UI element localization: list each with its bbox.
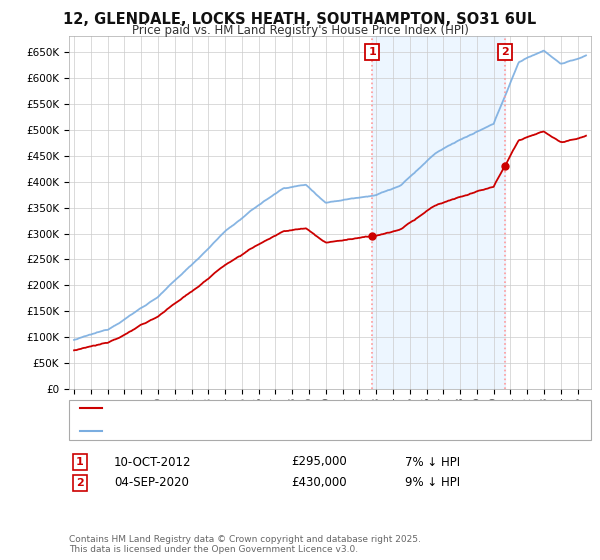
Text: 12, GLENDALE, LOCKS HEATH, SOUTHAMPTON, SO31 6UL: 12, GLENDALE, LOCKS HEATH, SOUTHAMPTON, …	[64, 12, 536, 27]
Text: 04-SEP-2020: 04-SEP-2020	[114, 476, 189, 489]
Text: 12, GLENDALE, LOCKS HEATH, SOUTHAMPTON, SO31 6UL (detached house): 12, GLENDALE, LOCKS HEATH, SOUTHAMPTON, …	[106, 403, 529, 413]
Text: 2: 2	[501, 47, 509, 57]
Bar	[373, 36, 505, 389]
Text: 9% ↓ HPI: 9% ↓ HPI	[405, 476, 460, 489]
Text: 2: 2	[76, 478, 83, 488]
Text: Contains HM Land Registry data © Crown copyright and database right 2025.
This d: Contains HM Land Registry data © Crown c…	[69, 535, 421, 554]
Text: £430,000: £430,000	[291, 476, 347, 489]
Text: HPI: Average price, detached house, Fareham: HPI: Average price, detached house, Fare…	[106, 426, 361, 436]
Text: 10-OCT-2012: 10-OCT-2012	[114, 455, 191, 469]
Text: £295,000: £295,000	[291, 455, 347, 469]
Text: 7% ↓ HPI: 7% ↓ HPI	[405, 455, 460, 469]
Text: Price paid vs. HM Land Registry's House Price Index (HPI): Price paid vs. HM Land Registry's House …	[131, 24, 469, 36]
Text: 1: 1	[368, 47, 376, 57]
Text: 1: 1	[76, 457, 83, 467]
